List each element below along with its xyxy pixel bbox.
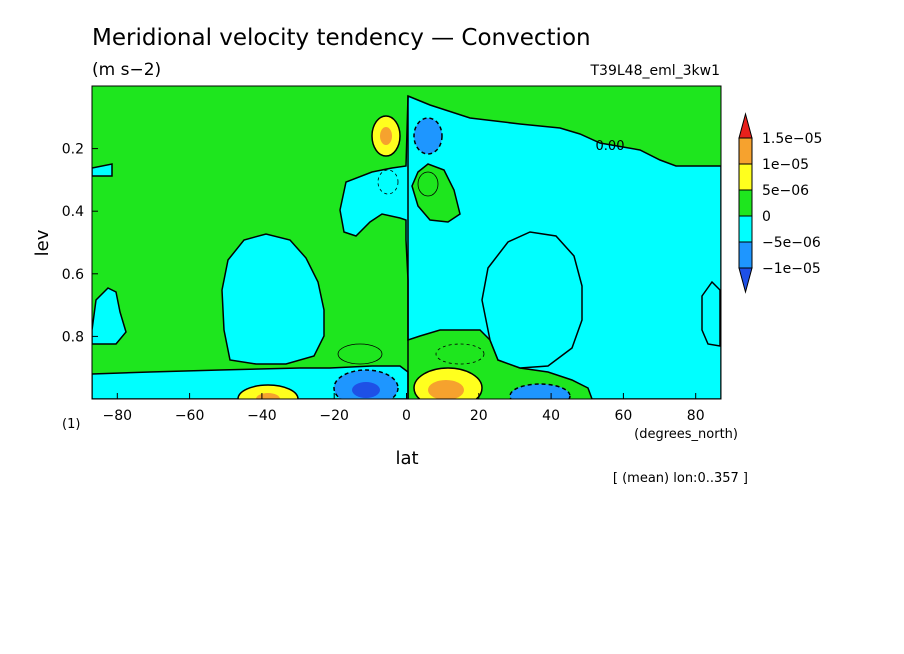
contour-label: 0.00 [596,139,625,154]
y-tick-label: 0.4 [62,204,84,220]
x-tick-label: 0 [402,408,411,424]
negative-region-right [481,231,583,369]
negative-region-right-edge [701,280,721,347]
positive-core-upper-inner [380,127,392,145]
contour-upper-south [377,169,399,195]
colorbar-label: 1e−05 [762,157,809,173]
colorbar-label: 0 [762,209,771,225]
x-axis: −80 −60 −40 −20 0 20 40 60 80 [103,393,705,424]
colorbar: 1.5e−05 1e−05 5e−06 0 −5e−06 −1e−05 [738,112,822,294]
x-tick-label: −40 [247,408,277,424]
positive-region-upper-north [411,163,461,223]
x-tick-label: −80 [103,408,133,424]
x-tick-label: 80 [687,408,705,424]
colorbar-label: −5e−06 [762,235,821,251]
x-tick-label: −60 [175,408,205,424]
y-units: (1) [62,417,80,432]
x-tick-label: 40 [542,408,560,424]
positive-core-surface-north-inner [428,380,464,399]
negative-core-surface-south-inner [352,382,380,398]
colorbar-label: −1e−05 [762,261,821,277]
negative-region-lowleft [92,287,127,345]
x-units: (degrees_north) [634,427,738,442]
y-tick-label: 0.6 [62,267,84,283]
y-axis-label: lev [32,229,53,256]
x-tick-label: 60 [614,408,632,424]
negative-region-left [221,233,325,365]
contour-upper-north [417,171,439,197]
footnote: [ (mean) lon:0..357 ] [613,471,748,486]
x-tick-label: 20 [470,408,488,424]
colorbar-label: 5e−06 [762,183,809,199]
colorbar-label: 1.5e−05 [762,131,822,147]
negative-region-upper-left [92,163,113,177]
colorbar-top-arrow [738,112,753,139]
negative-band-surface [92,365,409,399]
contour-mid-south [337,343,383,365]
negative-core-upper [413,117,443,155]
y-tick-label: 0.8 [62,329,84,345]
colorbar-segment [738,215,753,243]
y-tick-label: 0.2 [62,142,84,158]
positive-core-surface-subtropic-south [237,384,299,399]
negative-core-surface-subtropic-north [509,383,571,399]
chart-title: Meridional velocity tendency — Convectio… [92,25,591,51]
colorbar-segment [738,241,753,269]
colorbar-segment [738,189,753,217]
colorbar-bottom-arrow [738,267,753,294]
x-tick-label: −20 [319,408,349,424]
plot-area: 0.00 [91,85,722,400]
chart-units: (m s−2) [92,60,161,80]
run-label: T39L48_eml_3kw1 [590,63,721,79]
contour-mid-north [435,343,485,365]
colorbar-segment [738,163,753,191]
colorbar-segment [738,137,753,165]
y-axis: 0.2 0.4 0.6 0.8 [62,142,98,345]
x-axis-label: lat [395,448,418,469]
